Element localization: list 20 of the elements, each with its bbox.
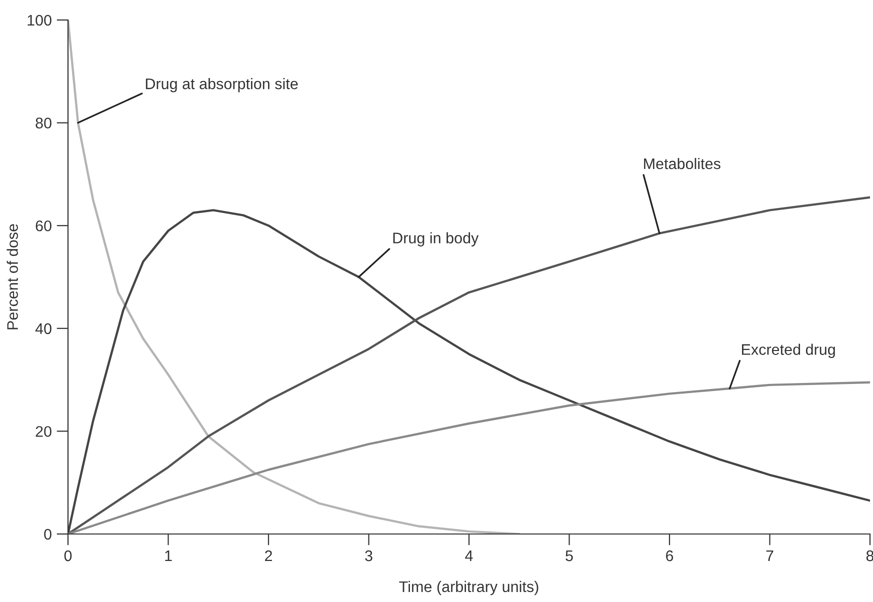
x-tick-label: 4 [465,550,473,562]
y-tick-label: 60 [36,220,52,232]
y-axis-title: Percent of dose [6,224,18,330]
y-tick-label: 40 [35,323,52,334]
x-tick-label: 6 [666,550,674,562]
y-tick-label: 20 [36,426,52,437]
x-tick-label: 0 [64,550,72,562]
x-tick-label: 7 [766,550,774,562]
x-tick-label: 1 [165,550,172,562]
y-tick-label: 80 [36,118,52,128]
x-axis-title: Time (arbitrary units) [399,580,538,596]
x-tick-label: 3 [365,550,372,562]
x-tick-label: 5 [566,550,573,562]
y-tick-label: 0 [44,528,52,540]
x-tick-label: 2 [265,550,272,562]
annotation: Drug in body [393,232,479,246]
y-tick-label: 100 [28,14,52,26]
annotation: Metabolites [644,158,720,170]
annotation: Excreted drug [742,344,835,358]
annotation: Drug at absorption site [146,78,298,92]
